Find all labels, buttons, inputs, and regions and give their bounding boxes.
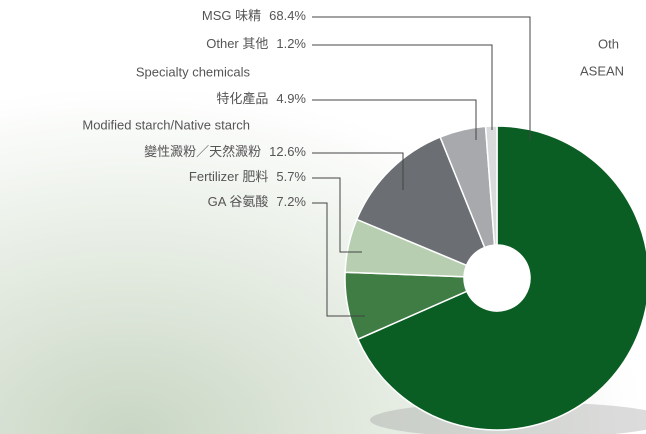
annotation: ASEAN	[580, 63, 624, 78]
category-label-group: Fertilizer 肥料 5.7%	[189, 169, 307, 184]
category-label: Other 其他	[206, 36, 268, 51]
category-label: Modified starch/Native starch	[82, 117, 250, 132]
value-label: 4.9%	[276, 91, 306, 106]
chart: Oth ASEAN MSG 味精 68.4% GA 谷氨酸 7.2% Fertilize…	[0, 0, 646, 434]
value-label: 1.2%	[276, 36, 306, 51]
category-label: Fertilizer 肥料	[189, 169, 268, 184]
value-label: 68.4%	[269, 8, 306, 23]
donut-hole	[464, 245, 530, 311]
category-label: Specialty chemicals	[136, 64, 251, 79]
category-label-group: MSG 味精 68.4%	[202, 8, 307, 23]
category-label-group: 特化產品 4.9%	[216, 91, 306, 106]
value-label: 12.6%	[269, 144, 306, 159]
category-label: GA 谷氨酸	[208, 194, 269, 209]
annotation: Oth	[598, 36, 619, 51]
category-label-group: Other 其他 1.2%	[206, 36, 306, 51]
category-label-group: GA 谷氨酸 7.2%	[208, 194, 307, 209]
value-label: 7.2%	[276, 194, 306, 209]
category-label: MSG 味精	[202, 8, 261, 23]
category-label: 特化產品	[216, 91, 268, 106]
category-label: 變性澱粉／天然澱粉	[144, 144, 261, 159]
category-label-group: 變性澱粉／天然澱粉 12.6%	[144, 144, 306, 159]
value-label: 5.7%	[276, 169, 306, 184]
